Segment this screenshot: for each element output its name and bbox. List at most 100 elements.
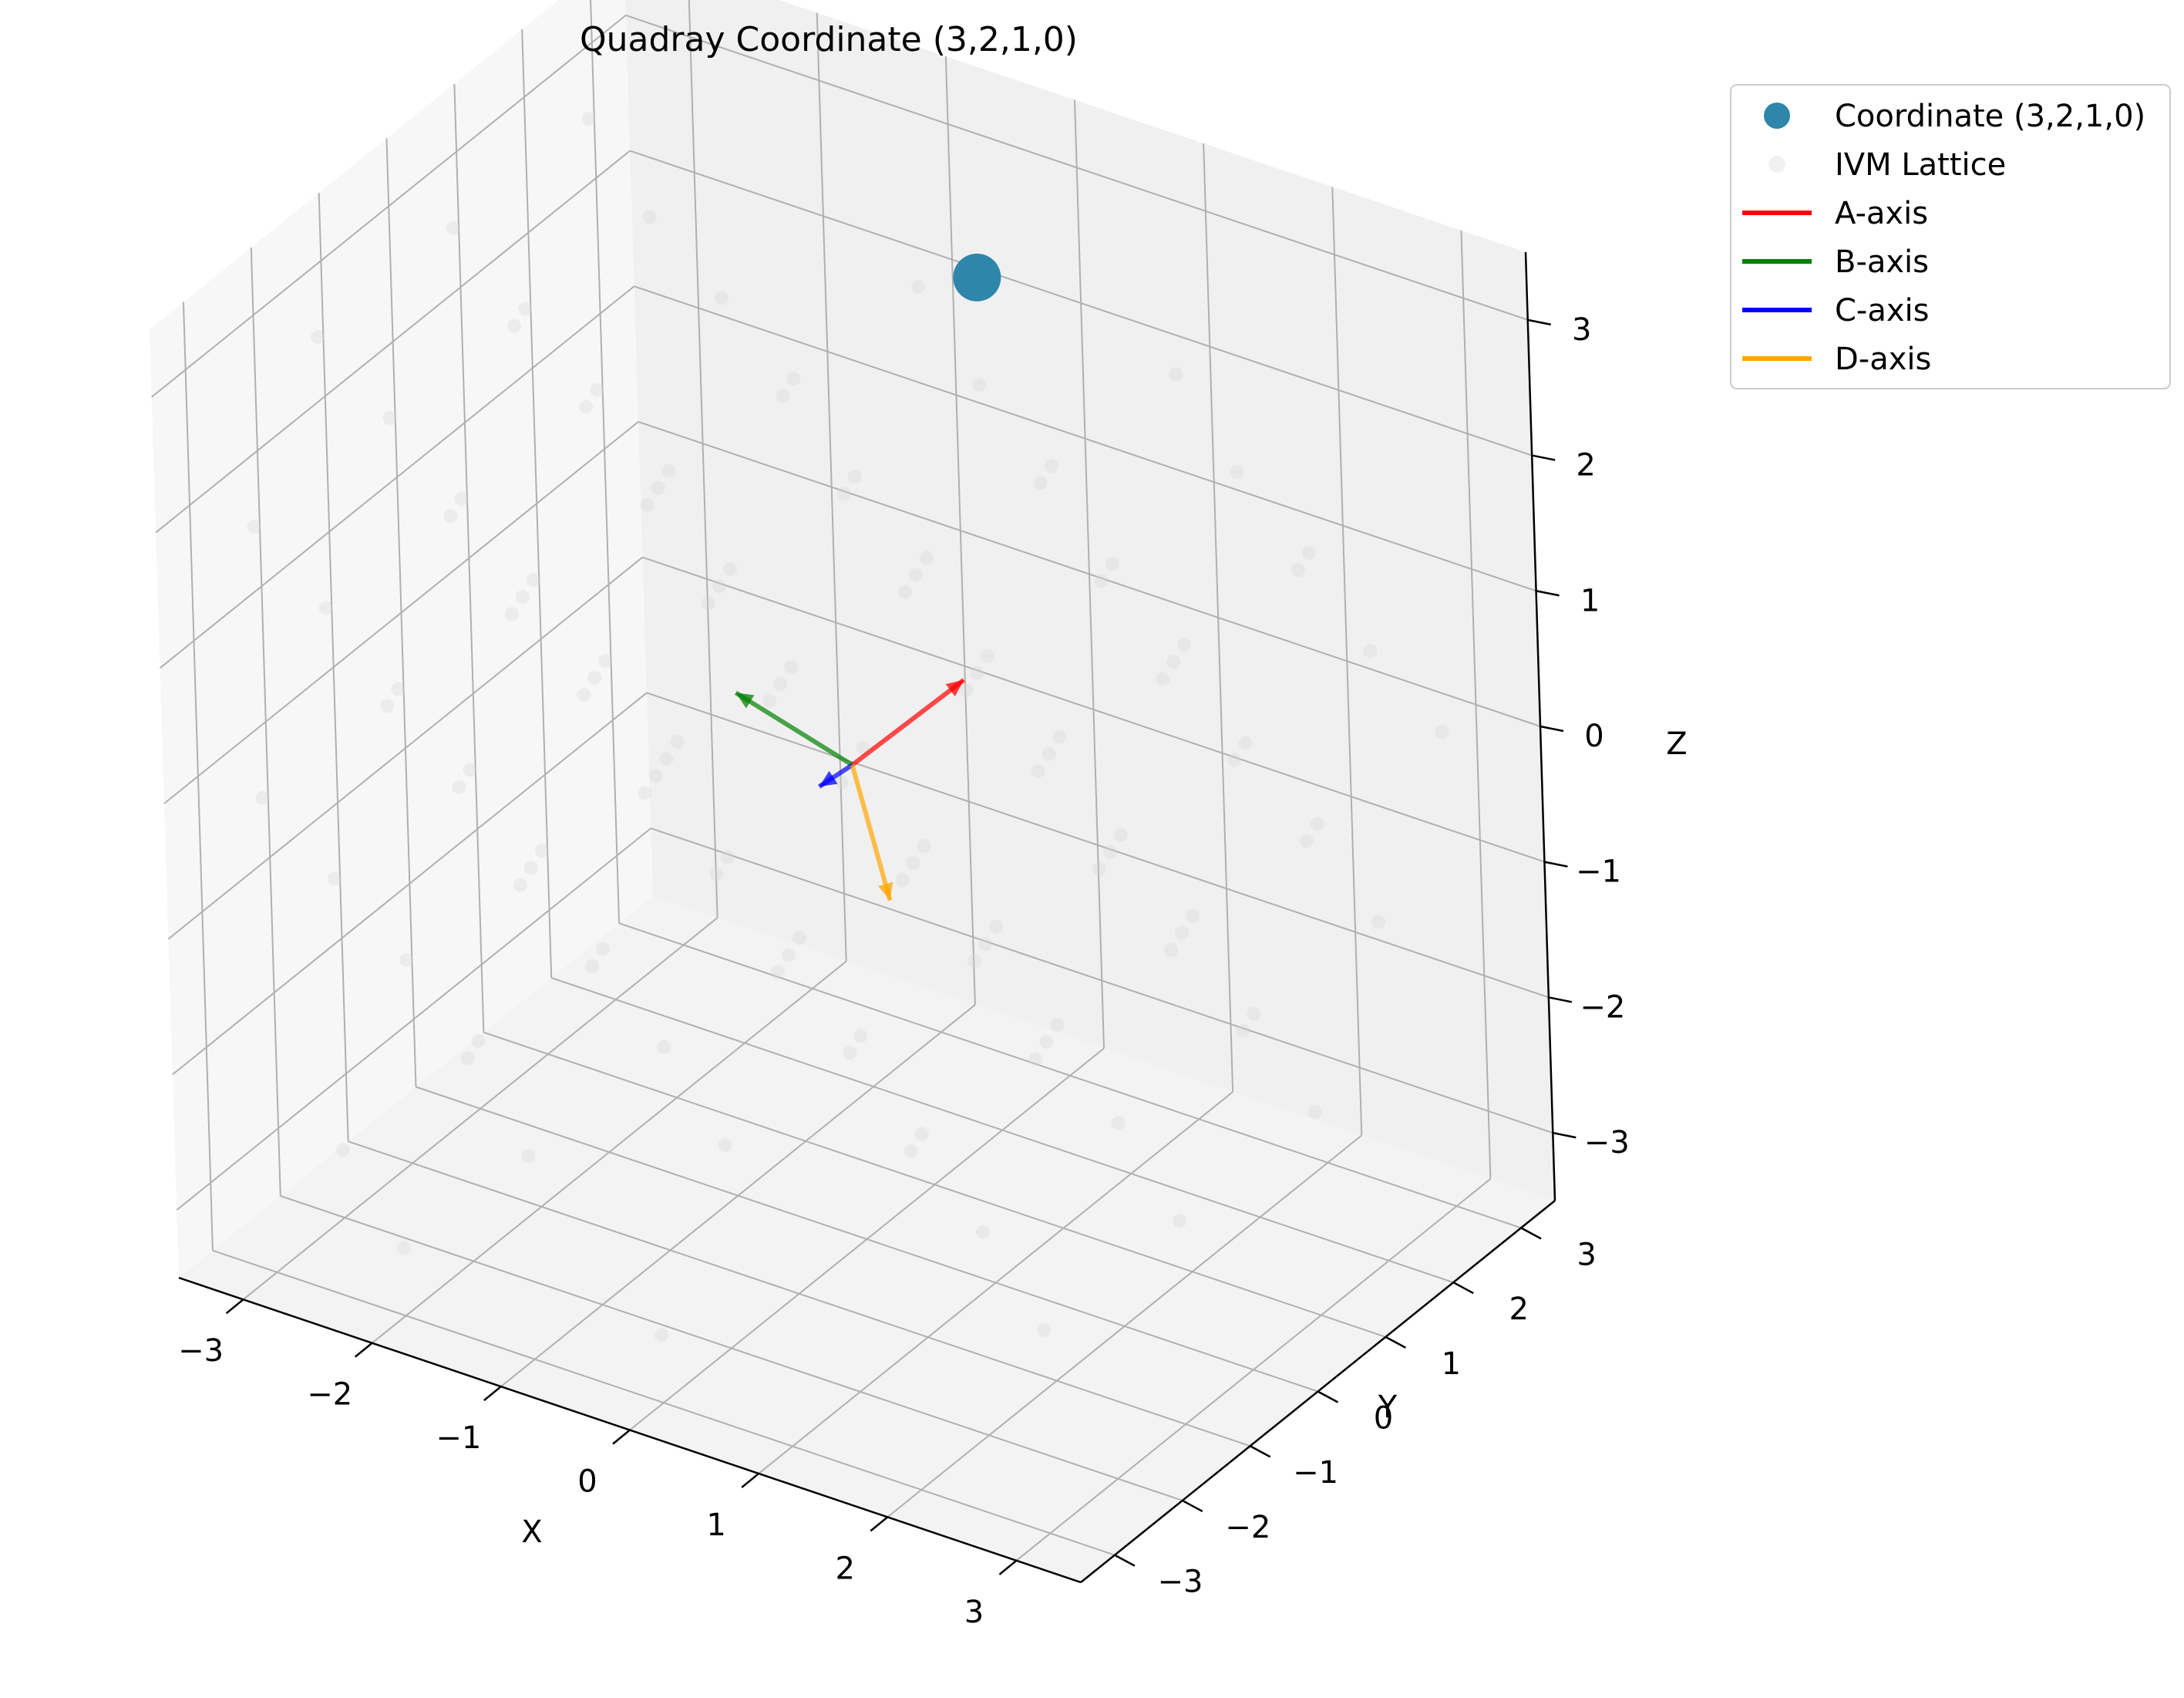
x-tick (612, 1429, 631, 1445)
b-axis-vector (734, 690, 854, 767)
lattice-point (327, 871, 342, 886)
lattice-point (1166, 655, 1181, 669)
lattice-point (709, 867, 724, 881)
z-tick (1553, 1131, 1577, 1139)
grid-line-back-z (638, 421, 1541, 727)
lattice-point (651, 480, 665, 495)
z-axis-label: Z (1666, 726, 1687, 762)
grid-line-back-x (1331, 187, 1363, 1136)
lattice-point (914, 1127, 929, 1141)
lattice-point (471, 1033, 486, 1048)
lattice-point (919, 551, 934, 565)
lattice-point (518, 302, 533, 316)
left-pane (150, 0, 653, 1278)
lattice-point (712, 578, 726, 593)
lattice-point (1031, 763, 1045, 778)
legend-frame (1730, 84, 2171, 389)
lattice-point (661, 463, 676, 478)
lattice-point (1033, 476, 1048, 490)
grid-line-floor-y (483, 1031, 1386, 1338)
grid-line-left-y (590, 0, 621, 924)
x-tick (998, 1559, 1018, 1575)
lattice-point (1238, 736, 1253, 750)
x-tick (354, 1342, 373, 1358)
lattice-point (718, 1137, 732, 1152)
chart-title: Quadray Coordinate (3,2,1,0) (580, 20, 1078, 59)
lattice-point (391, 682, 406, 696)
grid-line-left-y (521, 29, 553, 979)
lattice-point (720, 850, 735, 864)
lattice-point (382, 411, 397, 425)
z-tick-label: −1 (1576, 854, 1621, 890)
lattice-point (978, 937, 993, 952)
y-axis-label: Y (1378, 1390, 1398, 1425)
tick-marks: −3 −3 −3 −2 −2 −2 −1 −1 −1 0 0 0 1 1 1 2 2 2 3 3 3 (178, 312, 1630, 1630)
lattice-point (399, 952, 414, 967)
lattice-point (1094, 574, 1109, 588)
legend-label: IVM Lattice (1835, 147, 2006, 183)
lattice-point (1186, 908, 1200, 923)
x-tick-label: 1 (706, 1508, 725, 1543)
x-tick (225, 1299, 244, 1315)
a-axis-arrowhead (945, 679, 964, 697)
lattice-point (895, 873, 910, 888)
lattice-point (446, 221, 460, 235)
grid-line-back-z (625, 14, 1529, 321)
lattice-point (1042, 746, 1056, 761)
lattice-point (908, 568, 923, 582)
grid-line-left-z (151, 15, 627, 398)
y-tick-label: −3 (1157, 1565, 1203, 1600)
z-tick (1536, 590, 1560, 597)
z-tick (1527, 318, 1551, 326)
z-tick-label: 1 (1580, 583, 1600, 618)
grid-line-back-x (1203, 143, 1234, 1092)
grid-line-left-z (159, 285, 635, 669)
quadray-axis-vectors (734, 678, 966, 901)
ivm-lattice-points (247, 112, 1449, 1343)
d-axis-vector (850, 764, 893, 901)
lattice-point (972, 378, 987, 392)
lattice-point (981, 649, 995, 663)
x-tick (741, 1472, 759, 1488)
y-tick-label: −2 (1225, 1510, 1270, 1545)
lattice-point (701, 596, 715, 610)
d-axis-arrowhead (878, 881, 893, 901)
legend-label: C-axis (1835, 293, 1930, 328)
lattice-point (513, 878, 527, 892)
lattice-point (771, 965, 786, 979)
legend-label: Coordinate (3,2,1,0) (1835, 99, 2145, 134)
lattice-point (587, 671, 602, 686)
lattice-point (1105, 557, 1119, 571)
z-tick (1540, 725, 1564, 733)
grid-line-floor-y (550, 977, 1454, 1284)
lattice-point (773, 677, 788, 691)
lattice-point (463, 763, 477, 777)
x-tick-label: 3 (964, 1595, 984, 1630)
z-tick (1544, 861, 1568, 868)
z-tick-label: −3 (1584, 1125, 1630, 1161)
lattice-point (1175, 925, 1190, 940)
lattice-point (906, 856, 920, 871)
y-tick (1182, 1499, 1203, 1513)
lattice-point (1435, 725, 1449, 740)
grid-line-floor-x (887, 1134, 1362, 1518)
coordinate-point (953, 253, 1001, 302)
lattice-point (897, 585, 912, 599)
z-tick (1531, 454, 1556, 461)
lattice-point (335, 1143, 350, 1157)
lattice-point (638, 786, 652, 800)
lattice-point (585, 958, 600, 973)
lattice-point (786, 372, 801, 386)
lattice-point (640, 497, 655, 512)
lattice-point (904, 1144, 918, 1158)
lattice-point (521, 1149, 536, 1164)
lattice-point (715, 291, 729, 305)
lattice-point (1172, 1214, 1186, 1228)
lattice-point (454, 492, 469, 506)
lattice-point (247, 520, 261, 534)
lattice-point (792, 931, 807, 945)
z-tick-label: 3 (1572, 312, 1591, 348)
lattice-point (460, 1051, 475, 1065)
lattice-point (255, 790, 270, 805)
